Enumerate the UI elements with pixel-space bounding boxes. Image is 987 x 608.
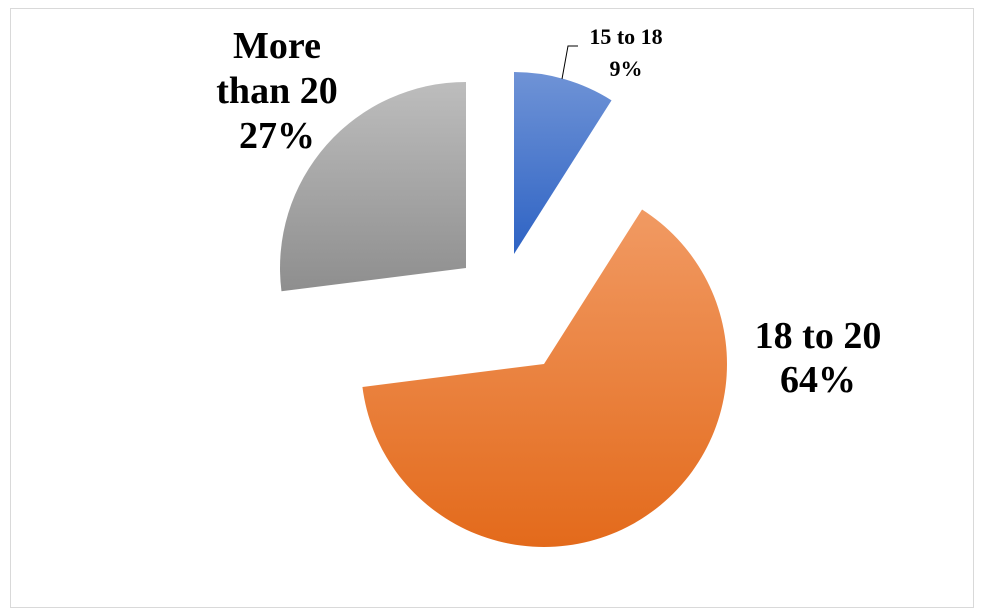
label-18-to-20-name: 18 to 20 (755, 315, 882, 357)
label-more-than-20-line2: than 20 (216, 70, 337, 112)
label-more-than-20-percent: 27% (239, 115, 315, 157)
label-15-to-18-percent: 9% (610, 56, 643, 81)
slice-15-to-18 (514, 72, 612, 254)
label-15-to-18-name: 15 to 18 (589, 24, 662, 49)
slice-more-than-20 (280, 82, 466, 292)
label-more-than-20-line1: More (233, 25, 321, 67)
leader-line-15-to-18 (561, 45, 578, 80)
pie-chart: 15 to 18 9% 18 to 20 64% More than 20 27… (216, 24, 882, 547)
label-18-to-20-percent: 64% (780, 359, 856, 401)
slice-18-to-20 (362, 209, 727, 547)
